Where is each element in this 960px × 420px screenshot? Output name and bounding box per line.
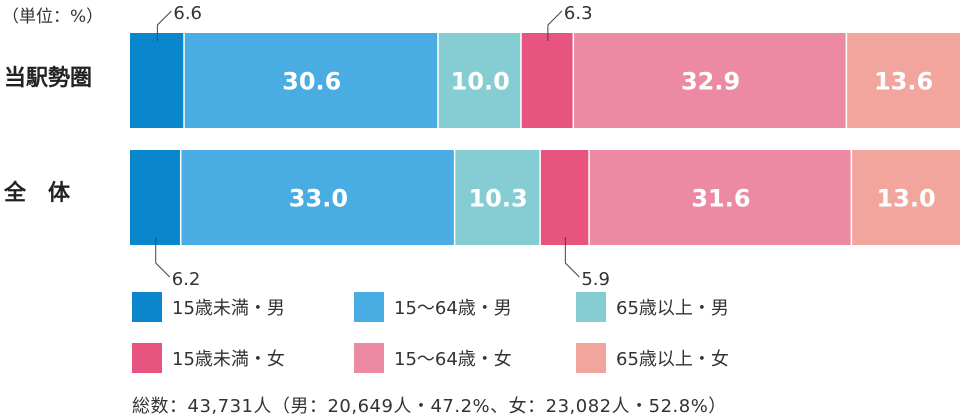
legend-swatch (132, 292, 162, 322)
data-label: 13.0 (876, 185, 935, 213)
bar-segment (130, 150, 180, 245)
leader-line (156, 10, 172, 41)
data-label: 32.9 (681, 68, 740, 96)
bar-segment (438, 33, 521, 128)
legend-label: 15歳未満・女 (172, 349, 285, 370)
legend-swatch (132, 343, 162, 373)
legend-swatch (576, 343, 606, 373)
legend-label: 15歳未満・男 (172, 298, 285, 319)
bar-segment (847, 33, 960, 128)
legend-swatch (576, 292, 606, 322)
legend-swatch (354, 343, 384, 373)
legend-label: 15〜64歳・女 (394, 349, 512, 370)
data-label: 10.3 (468, 185, 527, 213)
data-label: 5.9 (581, 269, 610, 290)
legend-item-female-65plus: 65歳以上・女 (576, 343, 729, 373)
bar-segment (589, 150, 851, 245)
bar-segment (184, 33, 438, 128)
legend-item-male-15-64: 15〜64歳・男 (354, 292, 512, 322)
unit-label: （単位：%） (2, 7, 104, 27)
bar-segment (130, 33, 184, 128)
bar-segment (521, 33, 573, 128)
bar-segment (540, 150, 589, 245)
data-label: 30.6 (282, 68, 341, 96)
data-label: 6.6 (173, 3, 202, 24)
legend-item-male-under15: 15歳未満・男 (132, 292, 285, 322)
legend-swatch (354, 292, 384, 322)
row-label-overall: 全 体 (4, 181, 71, 206)
leader-line (155, 237, 171, 278)
data-label: 10.0 (451, 68, 510, 96)
data-label: 31.6 (691, 185, 750, 213)
legend-label: 15〜64歳・男 (394, 298, 512, 319)
data-label: 13.6 (874, 68, 933, 96)
legend-item-female-15-64: 15〜64歳・女 (354, 343, 512, 373)
stacked-bar-chart: 6.6 30.6 10.0 6.3 32.9 13.6 6.2 33.0 10.3 5.9 31.6… (130, 3, 960, 290)
legend-label: 65歳以上・男 (616, 298, 729, 319)
leader-line (547, 10, 563, 41)
total-population-note: 総数：43,731人（男：20,649人・47.2%、女：23,082人・52.… (132, 396, 727, 417)
bar-segment (852, 150, 960, 245)
bar-segment (574, 33, 846, 128)
legend-item-male-65plus: 65歳以上・男 (576, 292, 729, 322)
row-label-station-area: 当駅勢圏 (4, 66, 93, 91)
data-label: 6.3 (564, 3, 593, 24)
bar-segment (455, 150, 540, 245)
bar-segment (181, 150, 454, 245)
legend-item-female-under15: 15歳未満・女 (132, 343, 285, 373)
legend-label: 65歳以上・女 (616, 349, 729, 370)
leader-line (564, 237, 580, 278)
data-label: 6.2 (172, 269, 201, 290)
data-label: 33.0 (289, 185, 348, 213)
